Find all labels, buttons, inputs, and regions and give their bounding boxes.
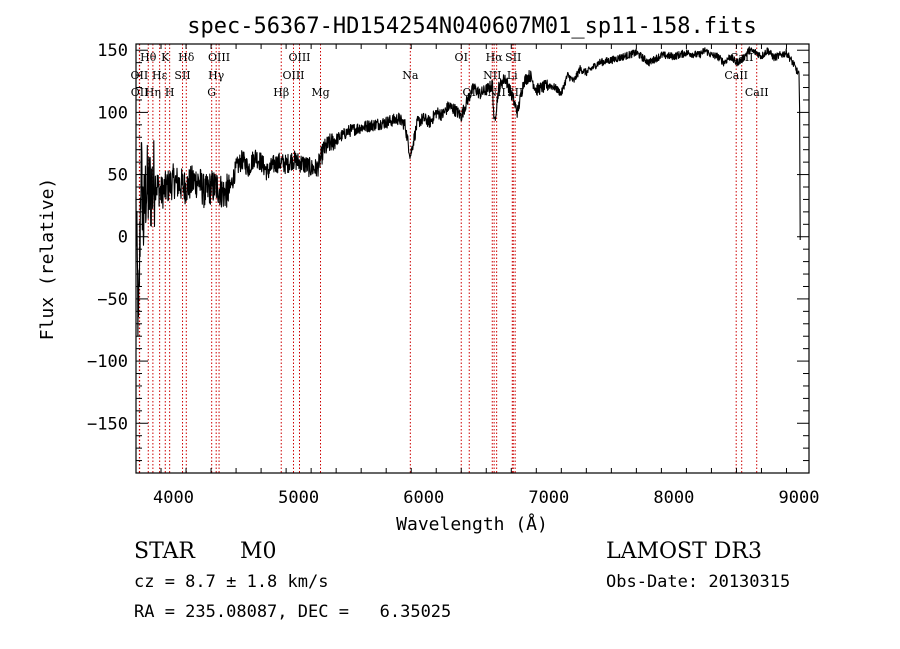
redshift-text: cz = 8.7 ± 1.8 km/s: [134, 572, 329, 592]
coordinates-text: RA = 235.08087, DEC = 6.35025: [134, 602, 452, 622]
plot-frame: [135, 43, 810, 474]
y-tick-label: −150: [87, 414, 128, 434]
line-label: Hβ: [273, 86, 289, 99]
axis-ticks: [135, 44, 809, 473]
x-tick-label: 4000: [153, 488, 194, 508]
line-label: Hθ: [140, 51, 157, 64]
y-tick-label: 100: [97, 103, 128, 123]
survey-label: LAMOST DR3: [606, 539, 762, 564]
y-tick-label: −50: [97, 290, 128, 310]
line-label: Na: [402, 69, 419, 82]
line-label: Li: [507, 69, 518, 82]
x-axis-label: Wavelength (Å): [396, 513, 548, 535]
line-label: OIII: [288, 51, 310, 64]
obs-date-text: Obs-Date: 20130315: [606, 572, 791, 592]
line-label: SII: [505, 51, 521, 64]
line-label: OIII: [208, 51, 230, 64]
y-tick-label: 0: [118, 228, 128, 248]
object-subclass-label: M0: [240, 539, 277, 564]
line-label: K: [161, 51, 170, 64]
line-label: Hγ: [208, 69, 225, 82]
line-label: G: [207, 86, 216, 99]
y-tick-label: 50: [108, 166, 128, 186]
line-label: NII: [487, 86, 505, 99]
line-label: CaII: [745, 86, 769, 99]
chart-title: spec-56367-HD154254N040607M01_sp11-158.f…: [187, 14, 757, 39]
line-label: Hη: [145, 86, 161, 99]
x-tick-label: 7000: [528, 488, 569, 508]
line-label: CaII: [724, 69, 748, 82]
emission-line-markers: [138, 44, 758, 473]
x-tick-label: 8000: [653, 488, 694, 508]
line-label: OII: [131, 86, 149, 99]
object-class-label: STAR: [134, 539, 195, 564]
axis-tick-labels: 4000 5000 6000 7000 8000 9000 −150 −100 −50 0 50 10…: [87, 41, 819, 508]
line-label: Hα: [486, 51, 504, 64]
x-tick-label: 5000: [278, 488, 319, 508]
y-tick-label: −100: [87, 352, 128, 372]
spectrum-line: [135, 46, 801, 337]
line-label: Hδ: [178, 51, 195, 64]
line-label: OI: [455, 51, 468, 64]
line-label: Hε: [152, 69, 168, 82]
line-label: SII: [174, 69, 190, 82]
x-tick-label: 9000: [779, 488, 820, 508]
x-tick-label: 6000: [403, 488, 444, 508]
line-label: NII: [483, 69, 501, 82]
y-axis-label: Flux (relative): [37, 178, 58, 341]
line-label: H: [165, 86, 175, 99]
y-tick-label: 150: [97, 41, 128, 61]
line-label: Mg: [311, 86, 329, 99]
line-label: OIII: [282, 69, 304, 82]
